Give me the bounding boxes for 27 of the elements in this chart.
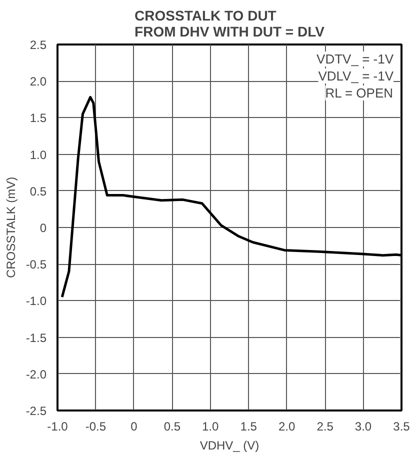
- y-tick-label: -0.5: [26, 258, 47, 272]
- y-tick-label: -1.5: [26, 330, 47, 345]
- x-tick-label: 3.5: [393, 420, 410, 434]
- y-tick-label: -2.5: [26, 404, 47, 418]
- x-axis-title: VDHV_ (V): [200, 438, 260, 452]
- y-tick-label: 0: [40, 221, 47, 235]
- x-tick-label: 3.0: [354, 420, 372, 434]
- annotation: VDTV_ = -1V: [316, 52, 394, 66]
- y-tick-label: 2.5: [30, 38, 47, 52]
- y-tick-label: 1.0: [30, 148, 47, 162]
- x-tick-label: 0.5: [164, 420, 181, 434]
- y-tick-label: 2.0: [30, 74, 47, 89]
- y-tick-label: -1.0: [26, 294, 47, 308]
- y-tick-label: 1.5: [30, 111, 47, 126]
- y-tick-label: -2.0: [26, 367, 47, 382]
- y-axis-title: CROSSTALK (mV): [4, 176, 18, 278]
- x-tick-label: 0: [130, 420, 138, 434]
- x-tick-label: 2.0: [278, 420, 296, 434]
- chart-title: CROSSTALK TO DUT FROM DHV WITH DUT = DLV: [134, 8, 326, 40]
- x-tick-label: 1.0: [202, 420, 220, 434]
- x-tick-label: 2.5: [316, 420, 334, 434]
- annotation: VDLV_ = -1V: [318, 68, 394, 84]
- y-tick-label: 0.5: [30, 184, 47, 198]
- x-tick-label: -0.5: [85, 420, 106, 434]
- annotation: RL = OPEN: [325, 86, 394, 100]
- x-tick-label: 1.5: [240, 420, 258, 434]
- x-tick-label: -1.0: [47, 420, 68, 434]
